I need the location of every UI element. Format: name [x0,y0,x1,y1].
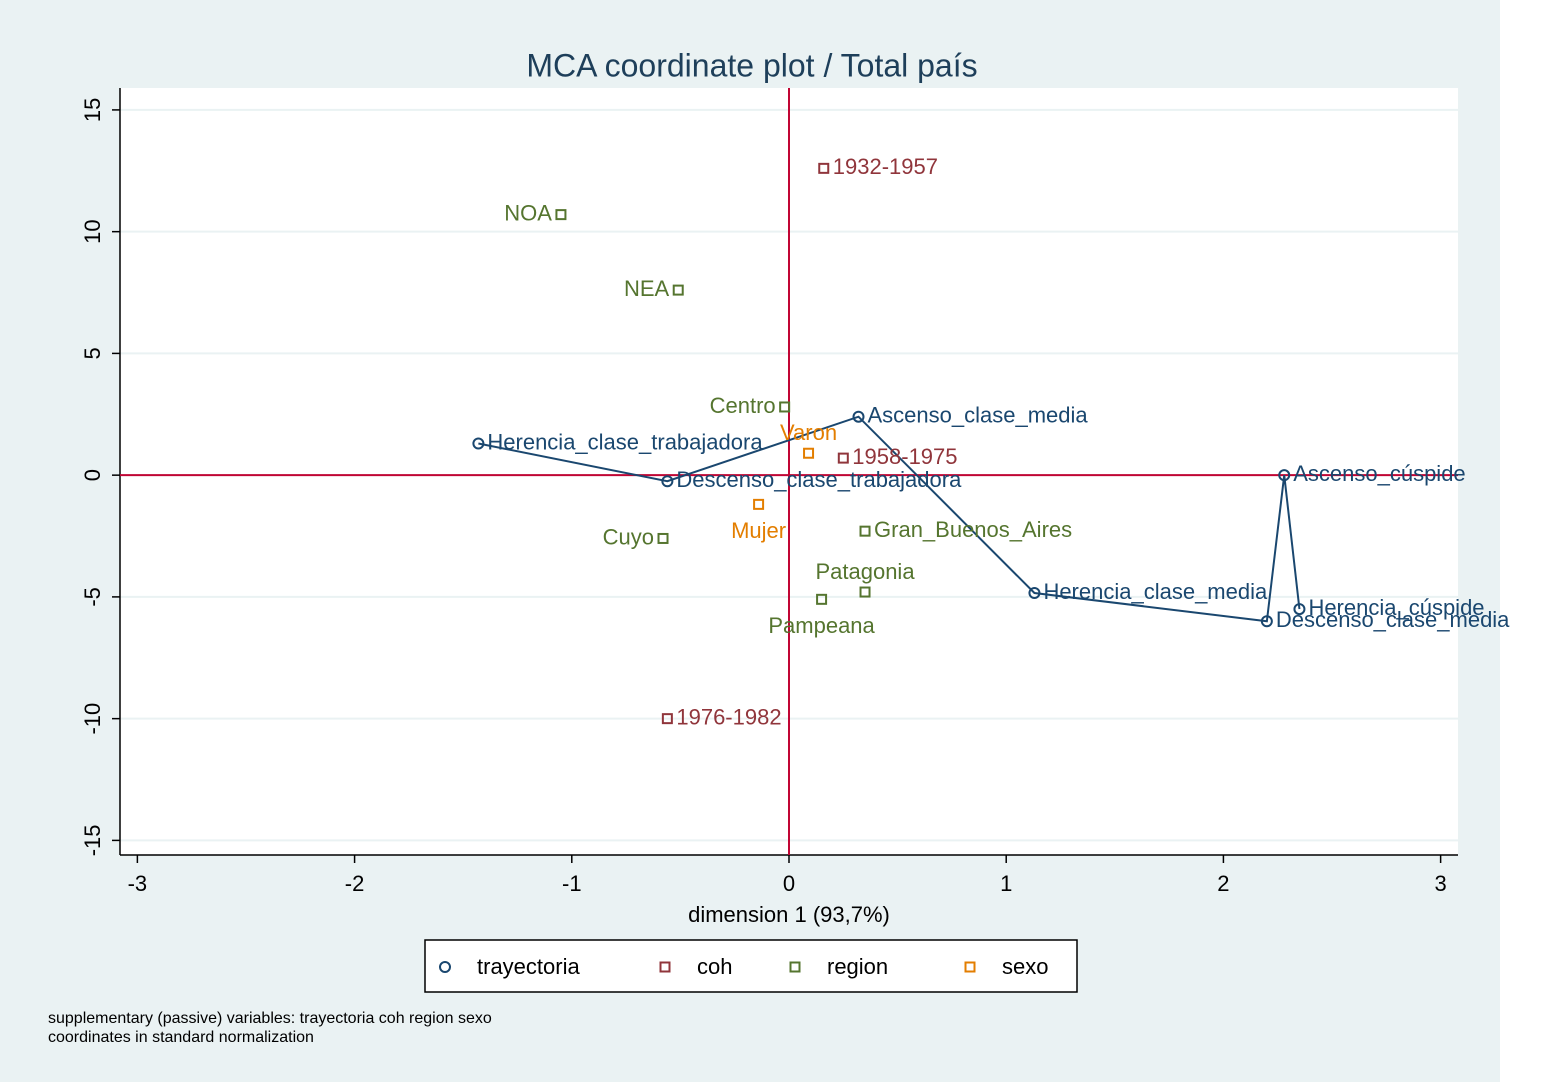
point-label: NOA [504,200,552,225]
point-label: Patagonia [815,559,915,584]
legend-label: sexo [1002,954,1048,979]
x-tick-label: 0 [783,871,795,896]
point [1278,469,1291,482]
point-label: Descenso_clase_trabajadora [676,467,962,492]
note: supplementary (passive) variables: traye… [48,1010,492,1027]
point [661,713,673,725]
legend-label: region [827,954,888,979]
point [859,525,871,537]
point [661,475,674,488]
note: coordinates in standard normalization [48,1029,314,1046]
point-label: NEA [624,276,670,301]
point-label: Pampeana [768,613,875,638]
point [816,593,828,605]
y-tick-label: 10 [80,219,105,243]
point-label: Mujer [731,518,786,543]
point-label: Herencia_clase_media [1043,579,1268,604]
connect-line [478,415,1301,623]
point-label: Ascenso_clase_media [868,403,1089,428]
point [555,209,567,221]
point [753,498,765,510]
legend-marker [789,961,801,973]
x-axis-label: dimension 1 (93,7%) [688,902,890,927]
point-label: 1976-1982 [676,704,781,729]
legend [424,939,1078,993]
y-tick-label: 0 [80,469,105,481]
point-label: Descenso_clase_media [1276,607,1510,632]
point [852,410,865,423]
point-label: 1958-1975 [852,444,957,469]
point [803,447,815,459]
point-label: Cuyo [603,524,654,549]
legend-label: trayectoria [477,954,580,979]
y-tick-label: 15 [80,98,105,122]
x-tick-label: -2 [345,871,365,896]
legend-marker [439,961,451,973]
point [472,437,485,450]
y-tick-label: -15 [80,824,105,856]
legend-marker [659,961,671,973]
point [672,284,684,296]
point [818,162,830,174]
chart-title: MCA coordinate plot / Total país [526,47,977,83]
point [1260,615,1273,628]
x-tick-label: -1 [562,871,582,896]
point [779,401,791,413]
point-label: Centro [710,393,776,418]
x-tick-label: 2 [1217,871,1229,896]
point-label: Herencia_cúspide [1308,595,1484,620]
x-tick-label: 3 [1434,871,1446,896]
point-label: Gran_Buenos_Aires [874,517,1072,542]
x-tick-label: -3 [128,871,148,896]
legend-label: coh [697,954,732,979]
point-label: Varon [780,420,837,445]
point-label: 1932-1957 [833,154,938,179]
x-tick-label: 1 [1000,871,1012,896]
point-label: Ascenso_cúspide [1293,461,1465,486]
legend-marker [964,961,976,973]
point [837,452,849,464]
point [1293,603,1306,616]
y-tick-label: 5 [80,347,105,359]
point [859,586,871,598]
y-tick-label: -5 [80,587,105,607]
point [657,532,669,544]
point-label: Herencia_clase_trabajadora [487,429,763,454]
y-tick-label: -10 [80,703,105,735]
point [1028,587,1041,600]
